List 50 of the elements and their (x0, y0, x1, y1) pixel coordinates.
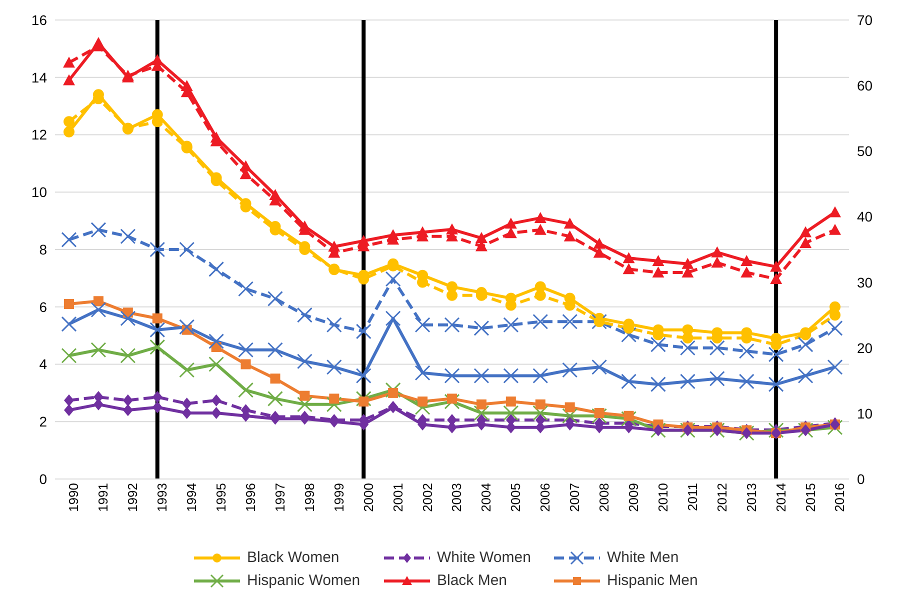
legend-label: Black Men (437, 572, 508, 589)
x-tick-label: 2008 (596, 483, 612, 512)
x-tick-label: 1995 (214, 483, 229, 512)
x-tick-label: 2011 (684, 483, 700, 511)
y-tick-label: 16 (31, 12, 48, 28)
y-tick-label: 10 (31, 184, 48, 200)
y2-tick-label: 10 (857, 405, 873, 422)
y-tick-label: 4 (39, 356, 48, 372)
x-tick-label: 1998 (302, 483, 317, 512)
x-tick-label: 1991 (96, 483, 111, 512)
y2-tick-label: 0 (857, 470, 865, 487)
x-tick-label: 1994 (184, 483, 200, 512)
y2-tick-label: 70 (857, 12, 873, 28)
x-tick-label: 1992 (125, 483, 140, 512)
x-tick-label: 2002 (420, 483, 435, 512)
x-tick-label: 2010 (655, 483, 670, 512)
x-tick-label: 1990 (66, 483, 82, 512)
x-tick-label: 1999 (331, 483, 346, 512)
legend-label: White Women (437, 549, 531, 566)
y-tick-label: 2 (39, 414, 48, 430)
y-tick-label: 8 (39, 241, 48, 258)
x-tick-label: 2006 (538, 483, 553, 512)
x-tick-label: 2007 (567, 483, 582, 512)
y2-tick-label: 20 (857, 340, 873, 356)
x-tick-label: 2000 (360, 483, 376, 512)
x-tick-label: 1997 (272, 483, 288, 512)
y2-tick-label: 40 (857, 208, 873, 225)
legend-label: White Men (607, 549, 679, 566)
y2-tick-label: 60 (857, 78, 873, 94)
x-tick-label: 2001 (390, 483, 406, 512)
x-tick-label: 2005 (508, 483, 524, 512)
x-tick-label: 2004 (478, 483, 494, 512)
y2-tick-label: 30 (857, 274, 873, 290)
legend-label: Hispanic Women (247, 572, 360, 589)
y-tick-label: 0 (39, 470, 48, 487)
x-tick-label: 2003 (449, 483, 464, 512)
x-tick-label: 2009 (626, 483, 641, 512)
x-tick-label: 1993 (154, 483, 170, 512)
y-tick-label: 12 (31, 126, 48, 143)
y2-tick-label: 50 (857, 143, 873, 160)
x-tick-label: 2016 (832, 483, 848, 512)
x-tick-label: 1996 (243, 483, 258, 512)
y-tick-label: 14 (31, 69, 48, 86)
x-tick-label: 2012 (714, 483, 730, 512)
x-tick-label: 2014 (773, 483, 788, 512)
legend-label: Hispanic Men (607, 572, 698, 589)
x-tick-label: 2015 (802, 483, 818, 512)
legend-label: Black Women (247, 549, 340, 566)
x-tick-label: 2013 (744, 483, 759, 512)
y-tick-label: 6 (39, 298, 48, 315)
